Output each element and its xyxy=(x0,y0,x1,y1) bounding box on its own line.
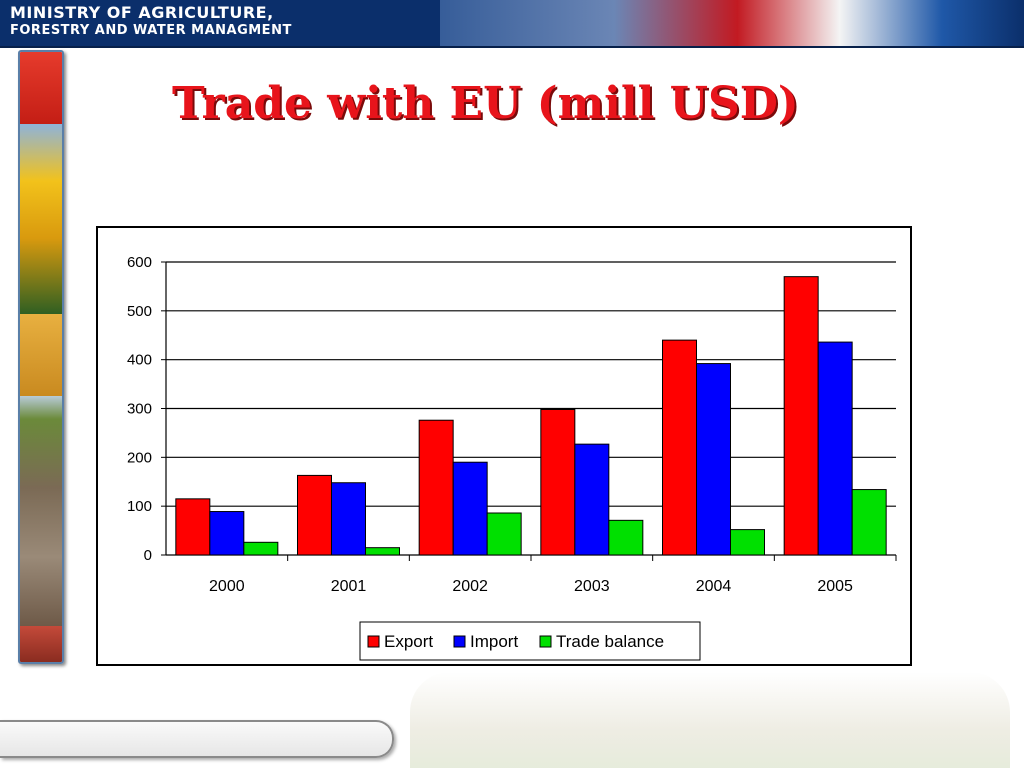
y-tick-label: 600 xyxy=(127,254,152,271)
x-tick-label: 2005 xyxy=(817,578,853,595)
bar-export xyxy=(783,276,819,556)
x-tick-label: 2004 xyxy=(696,578,732,595)
bar-export xyxy=(175,498,211,556)
x-tick-label: 2000 xyxy=(209,578,245,595)
produce-photo xyxy=(20,626,62,662)
bar-import xyxy=(696,363,731,556)
legend-label-trade-balance: Trade balance xyxy=(556,632,664,651)
y-tick-label: 0 xyxy=(144,547,152,564)
bar-export xyxy=(662,339,697,556)
legend-swatch-export xyxy=(367,635,380,648)
bar-export xyxy=(540,408,576,556)
bar-import xyxy=(331,482,366,556)
legend-swatch-trade-balance xyxy=(539,635,552,648)
bar-trade-balance xyxy=(730,529,765,556)
legend-swatch-import xyxy=(453,635,466,648)
bar-import xyxy=(574,443,610,556)
chart-frame xyxy=(96,226,912,666)
legend-box xyxy=(359,621,701,661)
bar-export xyxy=(297,474,332,556)
y-tick-label: 300 xyxy=(127,401,152,418)
y-tick-label: 400 xyxy=(127,352,152,369)
trade-bar-chart: 0 100 200 300 400 500 600 2000 2001 2002 2003 2004 2… xyxy=(127,254,897,661)
bar-export xyxy=(418,419,454,556)
bar-trade-balance xyxy=(365,547,400,556)
bar-trade-balance xyxy=(243,541,279,556)
corn-photo xyxy=(20,314,62,396)
footer-bar xyxy=(0,720,394,758)
bar-trade-balance xyxy=(851,489,887,556)
ministry-name: MINISTRY OF AGRICULTURE, FORESTRY AND WA… xyxy=(10,4,292,40)
y-tick-label: 100 xyxy=(127,498,152,515)
legend-label-export: Export xyxy=(384,632,433,651)
bar-trade-balance xyxy=(486,512,522,556)
x-tick-label: 2001 xyxy=(331,578,367,595)
bar-import xyxy=(817,341,853,556)
legend-label-import: Import xyxy=(470,632,518,651)
sunflower-photo xyxy=(20,124,62,314)
ministry-name-line1: MINISTRY OF AGRICULTURE, xyxy=(10,3,274,22)
ministry-name-line2: FORESTRY AND WATER MANAGMENT xyxy=(10,23,292,38)
slide-title: Trade with EU (mill USD) xyxy=(172,78,799,129)
bar-trade-balance xyxy=(608,519,644,556)
pepper-photo xyxy=(20,52,62,124)
ministry-header-banner: MINISTRY OF AGRICULTURE, FORESTRY AND WA… xyxy=(0,0,1024,46)
header-bar xyxy=(0,0,440,46)
x-tick-label: 2003 xyxy=(574,578,610,595)
photo-strip xyxy=(18,50,64,664)
y-tick-label: 500 xyxy=(127,303,152,320)
header-divider xyxy=(0,46,1024,48)
footer-illustration xyxy=(410,672,1010,768)
x-tick-label: 2002 xyxy=(452,578,488,595)
y-tick-label: 200 xyxy=(127,449,152,466)
bar-import xyxy=(452,461,488,556)
field-photo xyxy=(20,396,62,626)
bar-import xyxy=(209,511,245,556)
